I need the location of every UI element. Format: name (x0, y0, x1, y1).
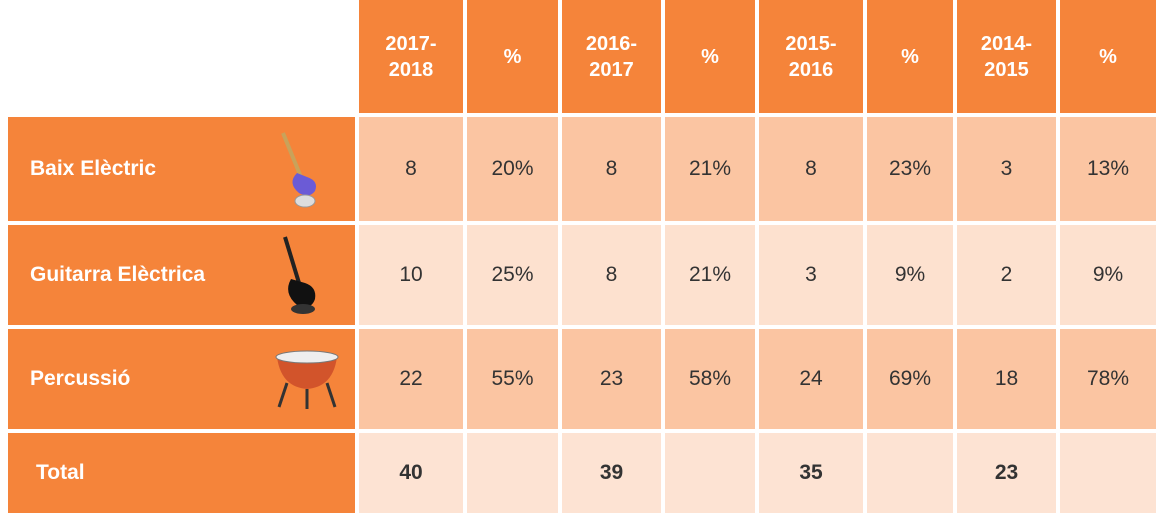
data-cell: 78% (1060, 329, 1156, 429)
data-cell: 8 (359, 117, 463, 221)
data-cell: 23 (562, 329, 661, 429)
header-cell: 2016-2017 (562, 0, 661, 113)
data-cell: 58% (665, 329, 755, 429)
row-label-cell: Baix Elèctric (8, 117, 355, 221)
data-cell (467, 433, 558, 513)
data-cell: 2 (957, 225, 1056, 325)
data-cell: 21% (665, 225, 755, 325)
corner (8, 0, 355, 113)
data-cell: 8 (562, 117, 661, 221)
header-text: 2015-2016 (785, 32, 837, 81)
row-label: Total (36, 461, 85, 484)
data-cell: 35 (759, 433, 863, 513)
data-cell: 69% (867, 329, 953, 429)
data-cell: 40 (359, 433, 463, 513)
header-cell: % (665, 0, 755, 113)
instrument-icon (281, 131, 318, 209)
header-text: % (701, 45, 719, 68)
row-label: Percussió (30, 367, 131, 390)
data-cell: 3 (759, 225, 863, 325)
data-cell: 3 (957, 117, 1056, 221)
data-cell (1060, 433, 1156, 513)
instrument-icon (283, 235, 318, 315)
header-text: % (901, 45, 919, 68)
header-cell: % (867, 0, 953, 113)
row-label-cell: Percussió (8, 329, 355, 429)
row-label: Baix Elèctric (30, 157, 157, 180)
data-cell: 10 (359, 225, 463, 325)
row-label-cell: Total (8, 433, 355, 513)
header-cell: % (1060, 0, 1156, 113)
header-text: 2017-2018 (385, 32, 437, 81)
data-cell: 24 (759, 329, 863, 429)
data-cell: 8 (562, 225, 661, 325)
header-cell: 2017-2018 (359, 0, 463, 113)
instrument-icon (274, 349, 340, 411)
data-cell: 39 (562, 433, 661, 513)
data-cell: 20% (467, 117, 558, 221)
data-cell: 23% (867, 117, 953, 221)
data-cell: 13% (1060, 117, 1156, 221)
table: 2017-2018% 2016-2017% 2015-2016% 2014-2015%… (8, 0, 1156, 513)
data-cell: 8 (759, 117, 863, 221)
header-text: % (503, 45, 522, 68)
data-cell: 9% (1060, 225, 1156, 325)
data-cell: 55% (467, 329, 558, 429)
header-text: 2014-2015 (980, 32, 1033, 81)
data-cell: 23 (957, 433, 1056, 513)
header-text: % (1099, 45, 1117, 68)
header-text: 2016-2017 (585, 32, 638, 81)
data-cell: 18 (957, 329, 1056, 429)
data-cell: 21% (665, 117, 755, 221)
header-cell: % (467, 0, 558, 113)
data-cell: 22 (359, 329, 463, 429)
row-label: Guitarra Elèctrica (30, 263, 206, 286)
header-cell: 2015-2016 (759, 0, 863, 113)
row-label-cell: Guitarra Elèctrica (8, 225, 355, 325)
data-cell: 9% (867, 225, 953, 325)
data-cell (867, 433, 953, 513)
data-cell: 25% (467, 225, 558, 325)
header-cell: 2014-2015 (957, 0, 1056, 113)
data-cell (665, 433, 755, 513)
